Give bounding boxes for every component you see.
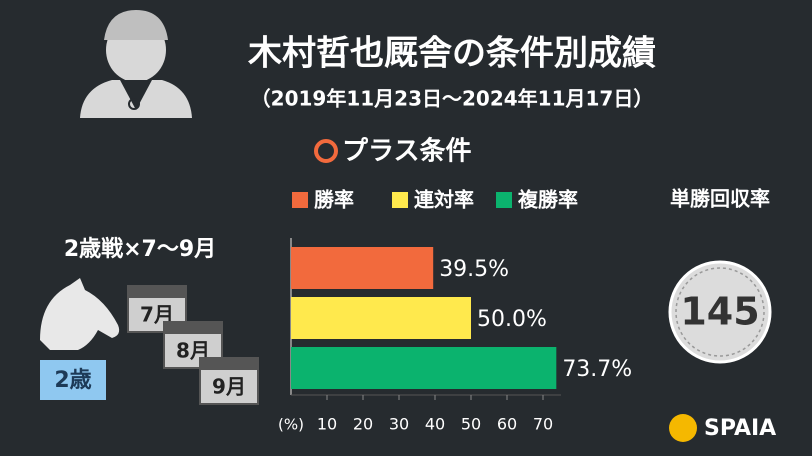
x-tick-label: 30 xyxy=(389,415,409,434)
return-circle xyxy=(668,260,772,364)
brand-logo xyxy=(669,414,697,442)
return-label: 単勝回収率 xyxy=(670,187,770,211)
calendar-top xyxy=(164,322,222,334)
section-icon xyxy=(314,139,338,163)
legend-swatch xyxy=(292,192,308,208)
condition: 2歳戦×7〜9月 xyxy=(64,237,216,262)
title: 木村哲也厩舎の条件別成績 xyxy=(247,34,656,74)
age-badge xyxy=(40,360,106,400)
horse-icon xyxy=(40,278,120,350)
x-tick-label: 40 xyxy=(425,415,445,434)
bar xyxy=(291,347,557,389)
bar xyxy=(291,297,471,339)
legend-label: 複勝率 xyxy=(518,188,578,212)
x-tick-label: 20 xyxy=(353,415,373,434)
subtitle: （2019年11月23日〜2024年11月17日） xyxy=(251,87,654,111)
bar xyxy=(291,247,434,289)
return-value: 145 xyxy=(680,290,759,334)
age-label: 2歳 xyxy=(54,368,91,393)
x-axis-label: (%) xyxy=(278,416,304,434)
value-label: 73.7% xyxy=(562,357,632,382)
value-label: 39.5% xyxy=(439,257,509,282)
legend-swatch xyxy=(392,192,408,208)
section-title: プラス条件 xyxy=(342,137,471,167)
brand: SPAIA xyxy=(704,416,776,441)
value-label: 50.0% xyxy=(477,307,547,332)
calendar-top xyxy=(200,358,258,370)
jockey-icon xyxy=(80,10,192,118)
legend-label: 連対率 xyxy=(414,188,474,212)
x-tick-label: 10 xyxy=(317,415,337,434)
legend-swatch xyxy=(496,192,512,208)
calendar-top xyxy=(128,286,186,298)
return-ring xyxy=(675,267,765,357)
x-tick-label: 50 xyxy=(461,415,481,434)
x-tick-label: 70 xyxy=(533,415,553,434)
calendar-month: 9月 xyxy=(212,375,246,399)
x-tick-label: 60 xyxy=(497,415,517,434)
legend-label: 勝率 xyxy=(314,188,354,212)
